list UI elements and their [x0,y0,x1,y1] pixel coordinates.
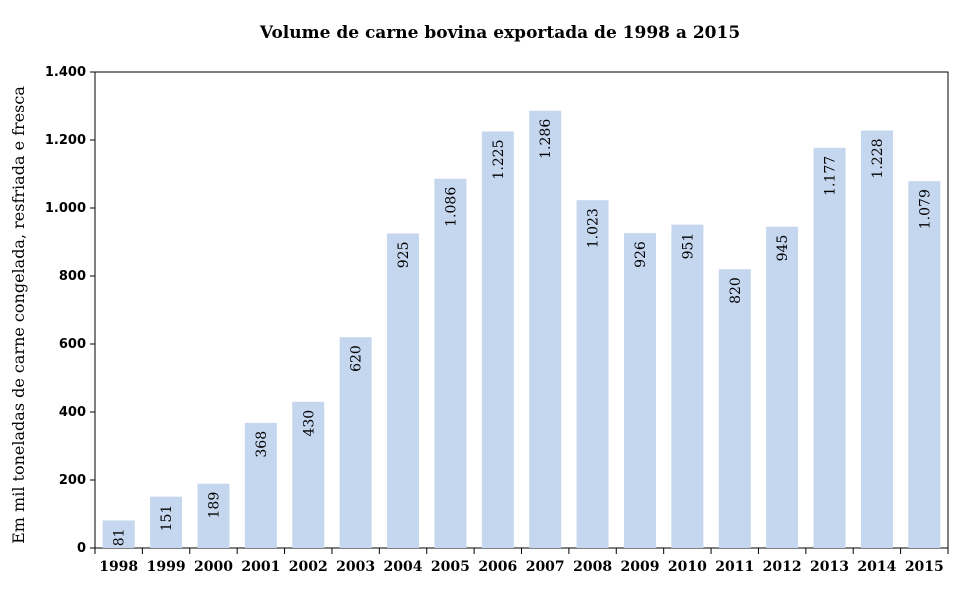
x-tick-label: 2015 [905,559,944,575]
data-label: 1.286 [538,119,554,159]
bar [623,233,656,548]
bar [481,131,514,548]
data-label: 620 [349,345,365,372]
x-tick-label: 2001 [241,559,280,575]
x-tick-label: 2000 [194,559,233,575]
bar [244,422,277,548]
bar [671,224,704,548]
bar [339,337,372,548]
bar [150,496,183,548]
x-tick-label: 2011 [715,559,754,575]
x-tick-label: 2010 [668,559,707,575]
y-tick-label: 1.400 [45,65,86,80]
y-tick-label: 1.000 [45,201,86,216]
bar [908,181,941,548]
data-label: 926 [633,241,649,268]
y-tick-label: 1.200 [45,133,86,148]
plot-area: 0 200 400 600 800 1.000 1.200 1.400 81 1998 151 199… [45,65,949,575]
data-label: 1.177 [823,156,839,196]
data-label: 1.023 [586,208,602,248]
data-label: 81 [112,528,128,546]
x-tick-label: 2008 [573,559,612,575]
data-label: 925 [396,242,412,269]
x-tick-label: 2009 [620,559,659,575]
bar [718,269,751,548]
data-label: 189 [206,492,222,519]
x-tick-label: 2002 [289,559,328,575]
x-tick-label: 2007 [526,559,565,575]
x-tick-label: 2006 [478,559,517,575]
chart-title: Volume de carne bovina exportada de 1998… [259,23,740,43]
bar [860,130,893,549]
x-tick-label: 2014 [857,559,896,575]
data-label: 945 [775,235,791,262]
y-tick-label: 200 [59,473,86,488]
bar [434,178,467,548]
data-label: 1.086 [443,187,459,227]
bar [813,147,846,548]
data-label: 1.079 [917,189,933,229]
data-label: 151 [159,505,175,532]
bar [292,401,325,548]
x-tick-label: 2005 [431,559,470,575]
y-tick-label: 600 [59,337,86,352]
data-label: 430 [301,410,317,437]
x-tick-label: 2004 [384,559,423,575]
x-tick-label: 2012 [763,559,802,575]
data-label: 1.225 [491,140,507,180]
data-label: 368 [254,431,270,458]
bar [197,483,230,548]
x-tick-label: 2003 [336,559,375,575]
y-tick-label: 0 [77,541,86,556]
y-axis-label: Em mil toneladas de carne congelada, res… [9,86,28,544]
bar [387,233,420,548]
bar [576,200,609,548]
bar [102,520,135,548]
x-tick-label: 1998 [99,559,138,575]
x-tick-label: 1999 [147,559,186,575]
bar [529,110,562,548]
data-label: 820 [728,277,744,304]
data-label: 951 [680,233,696,260]
data-label: 1.228 [870,138,886,178]
y-tick-label: 800 [59,269,86,284]
y-tick-label: 400 [59,405,86,420]
x-tick-label: 2013 [810,559,849,575]
bar [766,226,799,548]
